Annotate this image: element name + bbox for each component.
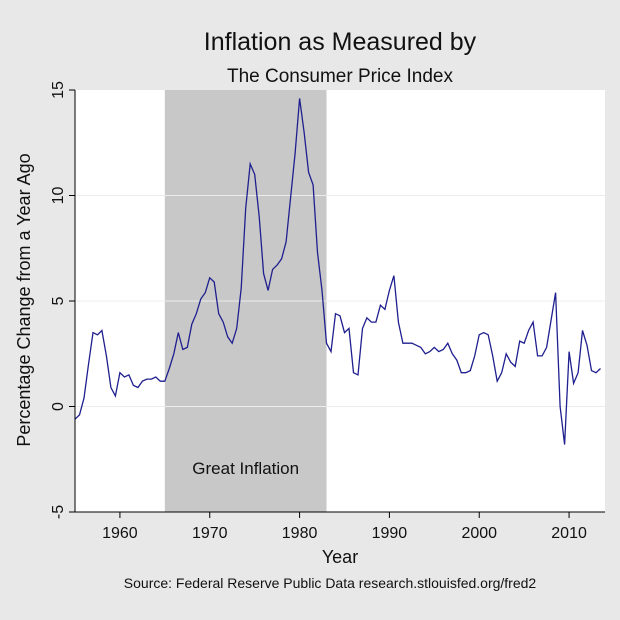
x-tick-label: 1970 bbox=[192, 525, 228, 542]
chart-title: Inflation as Measured by bbox=[204, 28, 477, 56]
x-tick-label: 1990 bbox=[372, 525, 408, 542]
x-tick-label: 1960 bbox=[102, 525, 138, 542]
y-tick-label: -5 bbox=[50, 505, 67, 519]
source-note: Source: Federal Reserve Public Data rese… bbox=[124, 575, 537, 591]
cpi-series-line bbox=[74, 98, 601, 445]
x-tick-label: 1980 bbox=[282, 525, 318, 542]
y-tick-label: 10 bbox=[50, 187, 67, 205]
y-tick-label: 15 bbox=[50, 81, 67, 99]
great-inflation-label: Great Inflation bbox=[192, 459, 299, 478]
x-axis: 1960 1970 1980 1990 2000 2010 bbox=[75, 511, 605, 542]
chart-subtitle: The Consumer Price Index bbox=[227, 66, 453, 87]
x-tick-label: 2000 bbox=[461, 525, 497, 542]
y-axis: -5 0 5 10 15 bbox=[50, 81, 76, 519]
grid-lines bbox=[75, 195, 605, 407]
x-axis-label: Year bbox=[322, 547, 358, 567]
x-tick-label: 2010 bbox=[551, 525, 587, 542]
y-tick-label: 5 bbox=[50, 296, 67, 305]
y-axis-label: Percentage Change from a Year Ago bbox=[14, 153, 34, 446]
y-tick-label: 0 bbox=[50, 402, 67, 411]
